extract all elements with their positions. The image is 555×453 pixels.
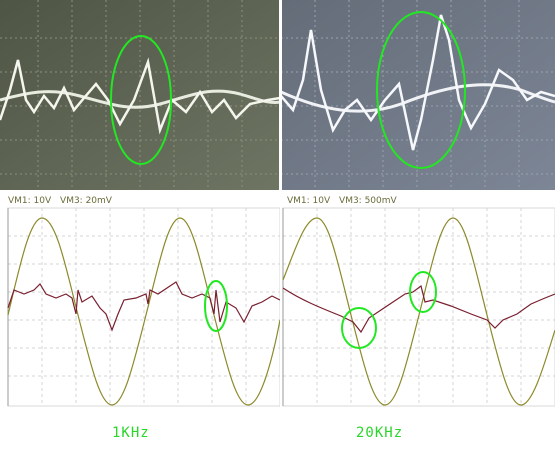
highlight-ellipse xyxy=(204,280,228,332)
response-trace xyxy=(7,281,280,332)
highlight-ellipse xyxy=(110,35,172,165)
scope-trace-right xyxy=(281,0,555,190)
simulation-plot-left xyxy=(7,207,280,407)
highlight-ellipse xyxy=(341,307,377,349)
response-trace xyxy=(282,284,555,334)
highlight-ellipse xyxy=(409,271,437,313)
channel-labels: VM1: 10V VM3: 20mV xyxy=(8,196,118,206)
highlight-ellipse xyxy=(376,11,466,169)
frequency-caption-left: 1KHz xyxy=(112,425,150,441)
vm1-label: VM1: 10V xyxy=(8,196,52,206)
sine-trace xyxy=(7,217,280,406)
simulation-panel-right: VM1: 10V VM3: 500mV xyxy=(281,190,555,410)
vm3-label: VM3: 20mV xyxy=(60,196,112,206)
scope-trace-left xyxy=(0,0,280,190)
oscilloscope-photo-right xyxy=(281,0,555,190)
vm1-label: VM1: 10V xyxy=(287,196,331,206)
vm3-label: VM3: 500mV xyxy=(339,196,397,206)
frequency-caption-right: 20KHz xyxy=(356,425,404,441)
channel-labels: VM1: 10V VM3: 500mV xyxy=(287,196,403,206)
divider xyxy=(279,0,282,190)
simulation-plot-right xyxy=(282,207,555,407)
oscilloscope-photo-left xyxy=(0,0,280,190)
simulation-panel-left: VM1: 10V VM3: 20mV xyxy=(0,190,280,410)
sine-trace xyxy=(282,217,555,406)
